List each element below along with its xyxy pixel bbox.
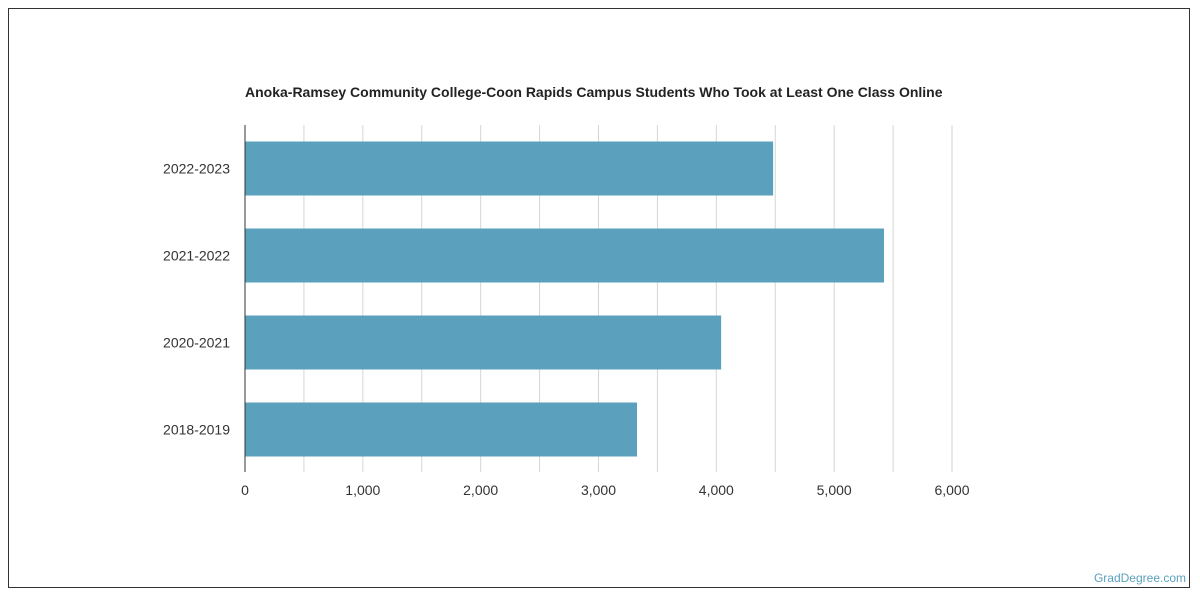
y-tick-label: 2022-2023 — [163, 161, 230, 177]
chart-title: Anoka-Ramsey Community College-Coon Rapi… — [245, 84, 943, 100]
watermark-link[interactable]: GradDegree.com — [1093, 571, 1186, 585]
x-tick-label: 5,000 — [817, 482, 852, 498]
y-tick-label: 2020-2021 — [163, 335, 230, 351]
bar-2020-2021 — [245, 315, 722, 370]
x-tick-label: 6,000 — [934, 482, 969, 498]
y-tick-label: 2021-2022 — [163, 248, 230, 264]
bar-2018-2019 — [245, 402, 638, 457]
y-tick-label: 2018-2019 — [163, 422, 230, 438]
x-tick-label: 3,000 — [581, 482, 616, 498]
x-tick-label: 2,000 — [463, 482, 498, 498]
bar-2021-2022 — [245, 228, 885, 283]
bar-2022-2023 — [245, 141, 774, 196]
x-tick-label: 0 — [241, 482, 249, 498]
x-tick-label: 4,000 — [699, 482, 734, 498]
x-tick-label: 1,000 — [345, 482, 380, 498]
